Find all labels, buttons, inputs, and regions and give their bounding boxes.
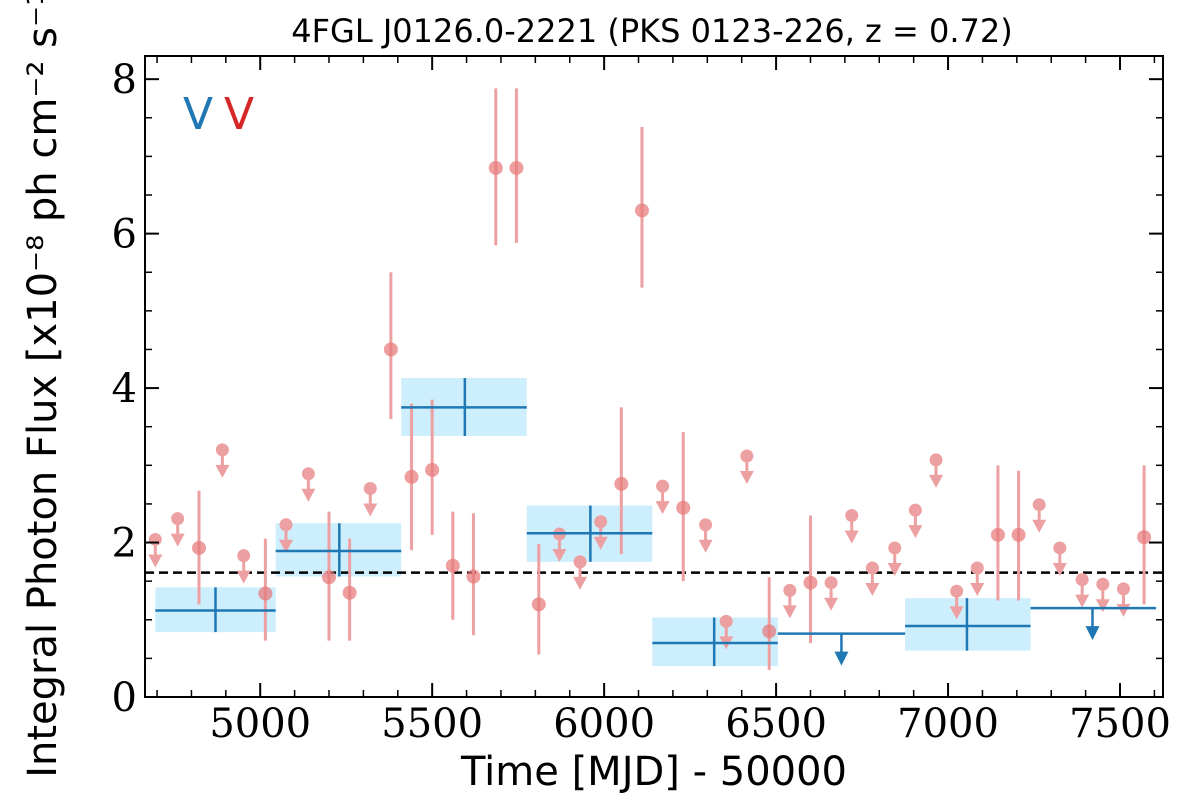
data-point [191,540,206,555]
y-axis-label: Integral Photon Flux [x10⁻⁸ ph cm⁻² s⁻¹] [20,0,66,778]
data-point [425,462,440,477]
data-point [1011,527,1026,542]
x-tick-label: 7000 [897,701,999,747]
upper-limit-arrow [552,549,567,563]
upper-limit-arrow [698,539,713,553]
chart-title: 4FGL J0126.0-2221 (PKS 0123-226, z = 0.7… [291,12,1012,50]
data-point-upper-limit [908,503,922,517]
data-point [634,203,649,218]
y-tick-label: 0 [112,675,137,721]
data-point [1137,530,1152,545]
upper-limit-arrow [1095,599,1110,613]
data-point [321,570,336,585]
data-point [466,569,481,584]
upper-limit-arrow [1116,603,1131,617]
upper-limit-arrow [865,583,880,597]
data-point-upper-limit [363,481,377,495]
x-tick-label: 7500 [1069,701,1171,747]
data-point-upper-limit [699,518,713,532]
data-point [342,585,357,600]
data-point-upper-limit [1053,541,1067,555]
data-point [990,527,1005,542]
upper-limit-arrow [215,464,230,478]
data-point-upper-limit [888,541,902,555]
data-point [404,469,419,484]
upper-limit-arrow [824,597,839,611]
data-point-upper-limit [237,549,251,563]
data-point-upper-limit [1116,582,1130,596]
data-point-upper-limit [573,555,587,569]
data-point-upper-limit [824,576,838,590]
data-point [258,586,273,601]
y-tick-label: 2 [112,521,137,567]
y-tick-label: 6 [112,212,137,258]
upper-limit-arrow [1052,562,1067,576]
data-point-upper-limit [1075,573,1089,587]
upper-limit-arrow [844,530,859,544]
upper-limit-arrow [573,576,588,590]
upper-limit-arrow [908,525,923,539]
marker-v-blue: V [183,89,213,140]
data-point [614,476,629,491]
data-point [803,575,818,590]
data-point-upper-limit [740,449,754,463]
upper-limit-arrow [148,554,163,568]
data-point-upper-limit [845,509,859,523]
data-point-upper-limit [1032,498,1046,512]
data-point [488,160,503,175]
x-tick-label: 5500 [381,701,483,747]
data-point-upper-limit [783,583,797,597]
data-point-upper-limit [148,532,162,546]
data-point-upper-limit [950,584,964,598]
data-point-upper-limit [279,518,293,532]
data-point-upper-limit [929,453,943,467]
data-point-upper-limit [1096,577,1110,591]
upper-limit-arrow [170,533,185,547]
x-tick-label: 6000 [553,701,655,747]
axes: 5000 5500 6000 6500 7000 7500 0 2 4 6 8 [112,56,1171,747]
upper-limit-arrow [739,471,754,485]
x-tick-label: 6500 [725,701,827,747]
upper-limit-arrow [301,488,316,502]
data-point [509,160,524,175]
data-point-upper-limit [865,561,879,575]
plot-area [145,88,1163,670]
plot-frame [144,55,1164,698]
data-point [445,558,460,573]
data-point-upper-limit [215,443,229,457]
upper-limit-arrow [236,570,251,584]
marker-v-red: V [224,89,254,140]
upper-limit-arrow [949,606,964,620]
upper-limit-arrow [279,539,294,553]
x-tick-label: 5000 [209,701,311,747]
upper-limit-arrow [593,536,608,550]
data-point [531,597,546,612]
data-point-upper-limit [719,614,733,628]
data-point-upper-limit [171,512,185,526]
upper-limit-arrow [970,583,985,597]
data-point-upper-limit [594,515,608,529]
upper-limit-arrow [887,562,902,576]
y-tick-label: 8 [112,57,137,103]
y-tick-label: 4 [112,366,137,412]
upper-limit-arrow [363,503,378,517]
upper-limit-arrow [782,605,797,619]
x-axis-label: Time [MJD] - 50000 [460,749,847,795]
bin-upper-arrow [834,651,849,666]
bin-upper-arrow [1085,626,1100,641]
upper-limit-arrow [1032,519,1047,533]
upper-limit-arrow [655,501,670,515]
upper-limit-arrow [929,474,944,488]
data-point [676,500,691,515]
data-point [383,342,398,357]
data-point-upper-limit [656,479,670,493]
data-point [762,624,777,639]
upper-limit-arrow [1075,594,1090,608]
data-point-upper-limit [970,561,984,575]
data-point-upper-limit [301,467,315,481]
